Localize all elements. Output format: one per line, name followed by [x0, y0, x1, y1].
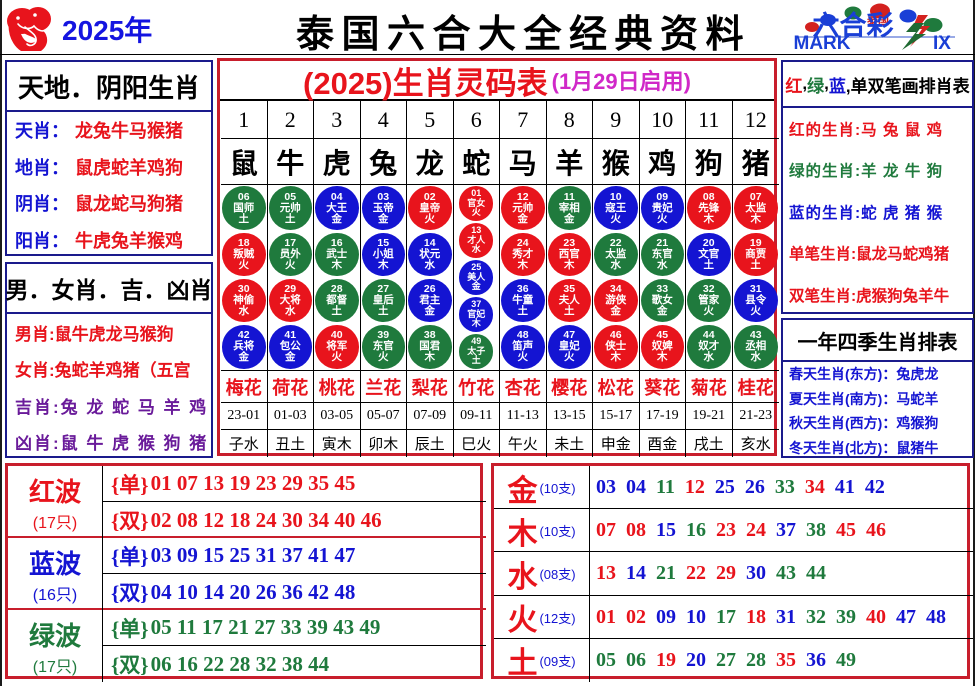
svg-text:IX: IX: [933, 33, 951, 52]
svg-text:MARK: MARK: [794, 33, 851, 52]
